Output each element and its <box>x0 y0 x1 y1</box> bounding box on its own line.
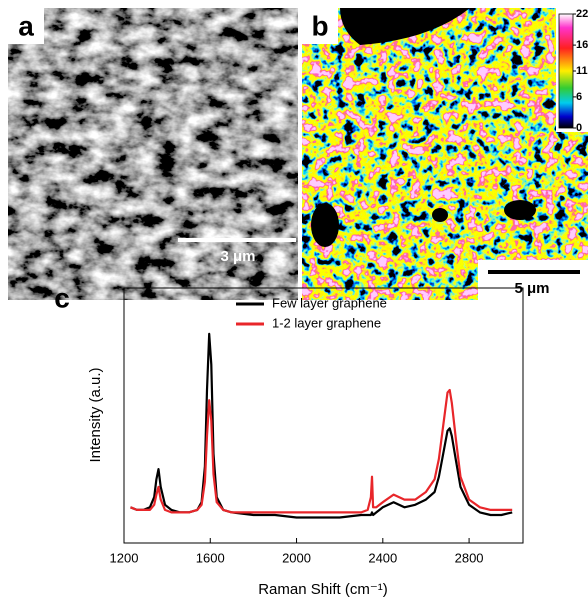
legend-label: Few layer graphene <box>272 295 387 310</box>
colorbar-label: 6 <box>576 91 582 103</box>
panel-label: a <box>18 10 34 41</box>
label-box <box>302 8 338 44</box>
colorbar-label: 0 <box>576 122 582 134</box>
map-region <box>504 200 536 220</box>
x-tick-label: 1600 <box>196 550 225 565</box>
map-region <box>311 203 339 247</box>
colorbar-label: 22 <box>576 8 588 20</box>
scale-bg <box>478 260 588 300</box>
x-tick-label: 2800 <box>455 550 484 565</box>
scale-text: 3 μm <box>220 248 255 265</box>
raman-map <box>302 8 588 300</box>
legend-label: 1-2 layer graphene <box>272 315 381 330</box>
label-box <box>8 8 44 44</box>
colorbar <box>558 13 574 129</box>
panel-label: c <box>54 282 70 313</box>
colorbar-label: 11 <box>576 65 588 77</box>
y-axis-label: Intensity (a.u.) <box>87 367 104 462</box>
map-region <box>340 8 470 45</box>
map-region <box>432 208 448 222</box>
plot-frame <box>123 287 524 544</box>
series-line <box>130 332 513 519</box>
x-tick-label: 2400 <box>368 550 397 565</box>
x-axis-label: Raman Shift (cm⁻¹) <box>258 581 388 598</box>
sem-image <box>8 8 298 300</box>
panel-label: b <box>311 10 328 41</box>
colorbar-label: 16 <box>576 39 588 51</box>
x-tick-label: 1200 <box>110 550 139 565</box>
series-line <box>130 388 513 514</box>
x-tick-label: 2000 <box>282 550 311 565</box>
